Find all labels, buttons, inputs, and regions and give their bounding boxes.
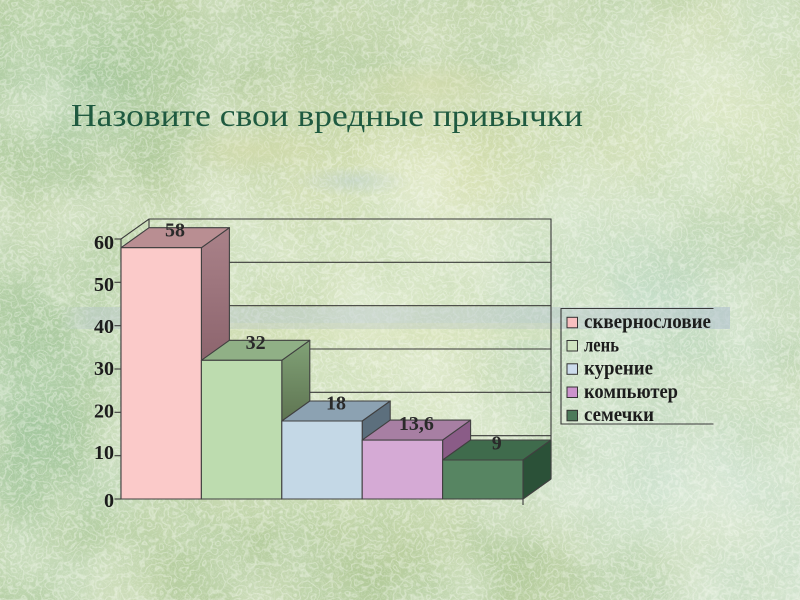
svg-text:60: 60 <box>94 232 114 254</box>
svg-text:40: 40 <box>94 316 114 338</box>
svg-text:58: 58 <box>165 220 185 242</box>
svg-text:сквернословие: сквернословие <box>584 311 711 333</box>
svg-text:13,6: 13,6 <box>399 413 434 435</box>
svg-text:50: 50 <box>94 274 114 296</box>
svg-text:курение: курение <box>584 358 653 380</box>
svg-text:0: 0 <box>104 490 114 512</box>
svg-text:18: 18 <box>326 393 346 415</box>
svg-text:9: 9 <box>492 433 502 455</box>
svg-text:32: 32 <box>246 332 266 354</box>
svg-text:семечки: семечки <box>584 404 654 426</box>
svg-text:Назовите свои вредные привычки: Назовите свои вредные привычки <box>71 97 583 133</box>
svg-text:30: 30 <box>94 358 114 380</box>
svg-text:20: 20 <box>94 401 114 423</box>
svg-text:лень: лень <box>584 334 619 356</box>
svg-text:компьютер: компьютер <box>584 381 678 403</box>
svg-text:10: 10 <box>94 442 114 464</box>
